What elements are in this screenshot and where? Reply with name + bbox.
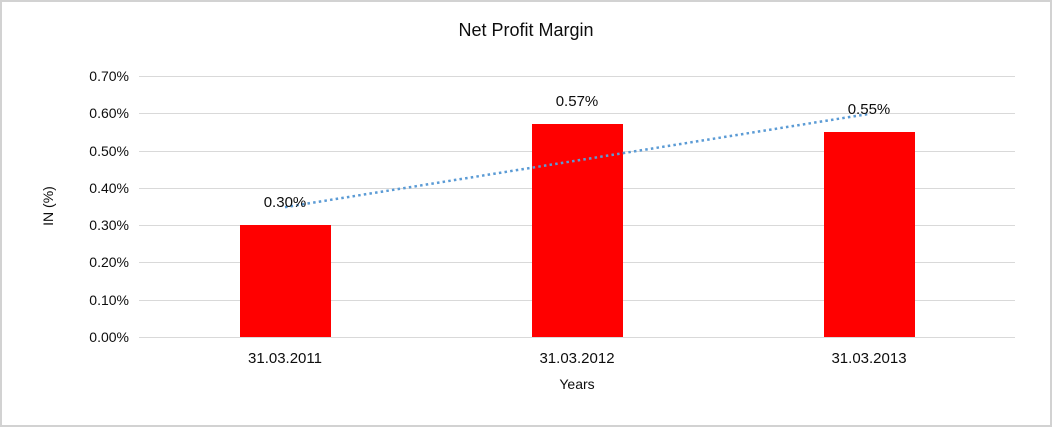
bar-31.03.2011 xyxy=(239,225,331,337)
bar-value-label: 0.57% xyxy=(555,93,599,111)
gridline xyxy=(139,337,1015,338)
y-tick-label: 0.30% xyxy=(89,217,129,234)
x-tick-label: 31.03.2012 xyxy=(539,350,615,367)
bar-value-label: 0.30% xyxy=(263,194,307,212)
y-tick-label: 0.10% xyxy=(89,291,129,308)
x-axis-title: Years xyxy=(559,376,595,392)
y-tick-label: 0.60% xyxy=(89,105,129,122)
y-tick-label: 0.50% xyxy=(89,142,129,159)
bar-31.03.2013 xyxy=(823,131,915,337)
chart-title: Net Profit Margin xyxy=(458,20,594,40)
y-tick-label: 0.70% xyxy=(89,68,129,84)
bar-value-label: 0.55% xyxy=(847,100,891,118)
y-tick-label: 0.20% xyxy=(89,254,129,271)
x-tick-label: 31.03.2011 xyxy=(248,350,322,367)
gridline xyxy=(139,76,1015,77)
x-tick-label: 31.03.2013 xyxy=(831,350,907,367)
bar-31.03.2012 xyxy=(531,124,623,337)
y-tick-label: 0.40% xyxy=(89,179,129,196)
y-tick-label: 0.00% xyxy=(89,329,129,345)
